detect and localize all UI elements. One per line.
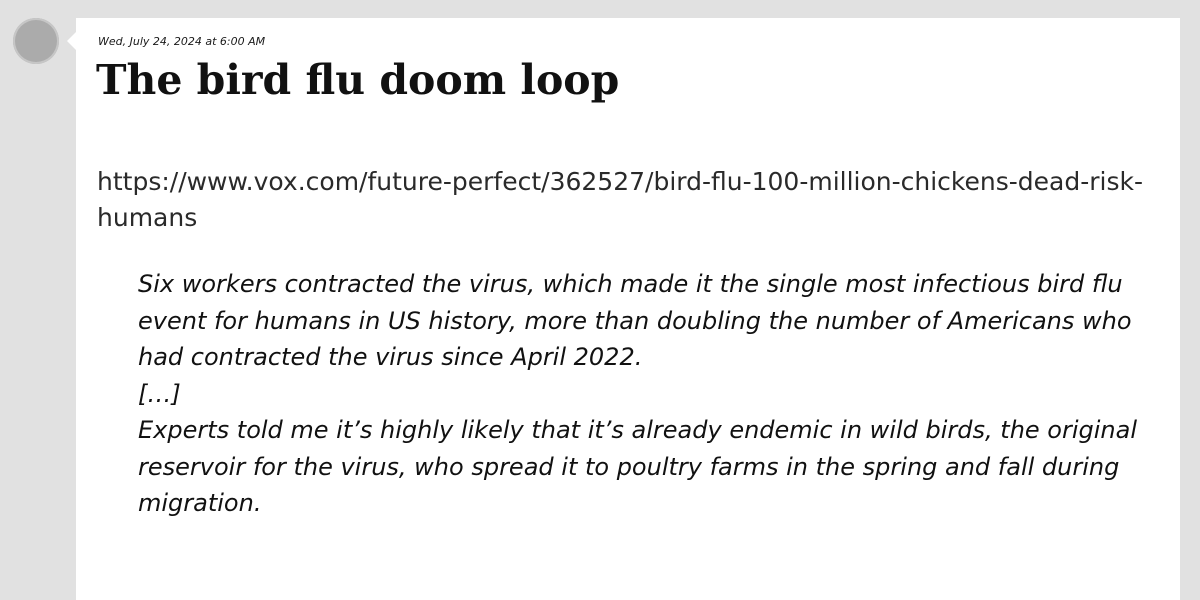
post-card: Wed, July 24, 2024 at 6:00 AM The bird f… <box>67 18 1180 600</box>
avatar[interactable] <box>13 18 59 64</box>
post-link[interactable]: https://www.vox.com/future-perfect/36252… <box>97 167 1143 232</box>
quote-paragraph: Six workers contracted the virus, which … <box>138 270 1132 371</box>
quote-ellipsis: […] <box>138 379 181 408</box>
post-timestamp[interactable]: Wed, July 24, 2024 at 6:00 AM <box>98 35 266 48</box>
quote-paragraph: Experts told me it’s highly likely that … <box>138 416 1137 517</box>
post-quote: Six workers contracted the virus, which … <box>138 266 1138 522</box>
post-title[interactable]: The bird flu doom loop <box>96 56 620 104</box>
